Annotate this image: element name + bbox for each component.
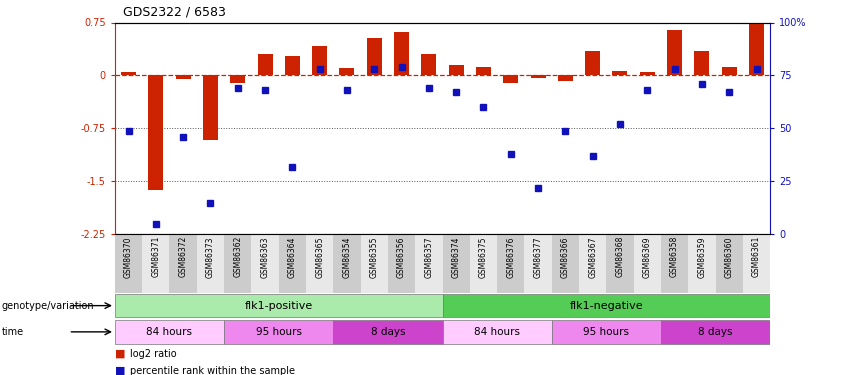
- Bar: [169, 234, 197, 292]
- Bar: [524, 234, 551, 292]
- Bar: [551, 320, 661, 344]
- Text: GSM86357: GSM86357: [425, 236, 433, 278]
- Bar: [224, 320, 334, 344]
- Bar: [443, 320, 551, 344]
- Text: GDS2322 / 6583: GDS2322 / 6583: [123, 6, 226, 19]
- Bar: [667, 30, 683, 75]
- Bar: [334, 234, 361, 292]
- Bar: [361, 234, 388, 292]
- Text: GSM86369: GSM86369: [643, 236, 652, 278]
- Text: ■: ■: [115, 366, 125, 375]
- Text: GSM86361: GSM86361: [752, 236, 761, 278]
- Text: time: time: [2, 327, 24, 337]
- Bar: [688, 234, 716, 292]
- Bar: [476, 67, 491, 75]
- Bar: [285, 56, 300, 75]
- Bar: [334, 320, 443, 344]
- Text: GSM86370: GSM86370: [124, 236, 133, 278]
- Bar: [231, 75, 245, 82]
- Text: GSM86376: GSM86376: [506, 236, 515, 278]
- Bar: [503, 75, 518, 82]
- Bar: [497, 234, 524, 292]
- Bar: [421, 54, 437, 75]
- Bar: [530, 75, 545, 78]
- Text: flk1-positive: flk1-positive: [244, 301, 313, 310]
- Bar: [585, 51, 600, 75]
- Text: GSM86358: GSM86358: [670, 236, 679, 278]
- Text: GSM86374: GSM86374: [452, 236, 460, 278]
- Bar: [579, 234, 606, 292]
- Text: GSM86363: GSM86363: [260, 236, 270, 278]
- Bar: [749, 22, 764, 75]
- Bar: [606, 234, 634, 292]
- Bar: [115, 294, 443, 317]
- Text: ■: ■: [115, 349, 125, 359]
- Bar: [613, 70, 627, 75]
- Text: GSM86372: GSM86372: [179, 236, 187, 278]
- Bar: [197, 234, 224, 292]
- Text: GSM86373: GSM86373: [206, 236, 215, 278]
- Bar: [634, 234, 661, 292]
- Bar: [415, 234, 443, 292]
- Bar: [443, 234, 470, 292]
- Bar: [640, 72, 654, 75]
- Bar: [312, 46, 327, 75]
- Text: genotype/variation: genotype/variation: [2, 301, 94, 310]
- Bar: [661, 320, 770, 344]
- Bar: [278, 234, 306, 292]
- Bar: [558, 75, 573, 81]
- Bar: [115, 234, 142, 292]
- Text: GSM86367: GSM86367: [588, 236, 597, 278]
- Text: GSM86371: GSM86371: [151, 236, 160, 278]
- Bar: [258, 54, 272, 75]
- Text: 95 hours: 95 hours: [583, 327, 630, 337]
- Bar: [716, 234, 743, 292]
- Text: GSM86368: GSM86368: [615, 236, 625, 278]
- Bar: [388, 234, 415, 292]
- Text: GSM86364: GSM86364: [288, 236, 297, 278]
- Text: GSM86362: GSM86362: [233, 236, 243, 278]
- Text: GSM86377: GSM86377: [534, 236, 543, 278]
- Bar: [448, 65, 464, 75]
- Bar: [470, 234, 497, 292]
- Bar: [148, 75, 163, 190]
- Text: GSM86360: GSM86360: [725, 236, 734, 278]
- Text: GSM86354: GSM86354: [342, 236, 351, 278]
- Bar: [340, 68, 355, 75]
- Text: GSM86355: GSM86355: [370, 236, 379, 278]
- Text: GSM86375: GSM86375: [479, 236, 488, 278]
- Text: percentile rank within the sample: percentile rank within the sample: [130, 366, 295, 375]
- Text: 84 hours: 84 hours: [474, 327, 520, 337]
- Bar: [394, 32, 409, 75]
- Text: GSM86366: GSM86366: [561, 236, 570, 278]
- Bar: [694, 51, 710, 75]
- Text: 8 days: 8 days: [699, 327, 733, 337]
- Bar: [115, 320, 224, 344]
- Text: flk1-negative: flk1-negative: [569, 301, 643, 310]
- Bar: [121, 72, 136, 75]
- Bar: [367, 38, 382, 75]
- Bar: [661, 234, 688, 292]
- Bar: [306, 234, 334, 292]
- Bar: [551, 234, 579, 292]
- Text: GSM86365: GSM86365: [315, 236, 324, 278]
- Bar: [224, 234, 251, 292]
- Text: 84 hours: 84 hours: [146, 327, 192, 337]
- Text: GSM86359: GSM86359: [698, 236, 706, 278]
- Text: GSM86356: GSM86356: [397, 236, 406, 278]
- Bar: [743, 234, 770, 292]
- Bar: [203, 75, 218, 141]
- Bar: [251, 234, 278, 292]
- Bar: [443, 294, 770, 317]
- Bar: [722, 67, 737, 75]
- Text: 8 days: 8 days: [371, 327, 405, 337]
- Bar: [142, 234, 169, 292]
- Bar: [175, 75, 191, 79]
- Text: log2 ratio: log2 ratio: [130, 349, 177, 359]
- Text: 95 hours: 95 hours: [255, 327, 302, 337]
